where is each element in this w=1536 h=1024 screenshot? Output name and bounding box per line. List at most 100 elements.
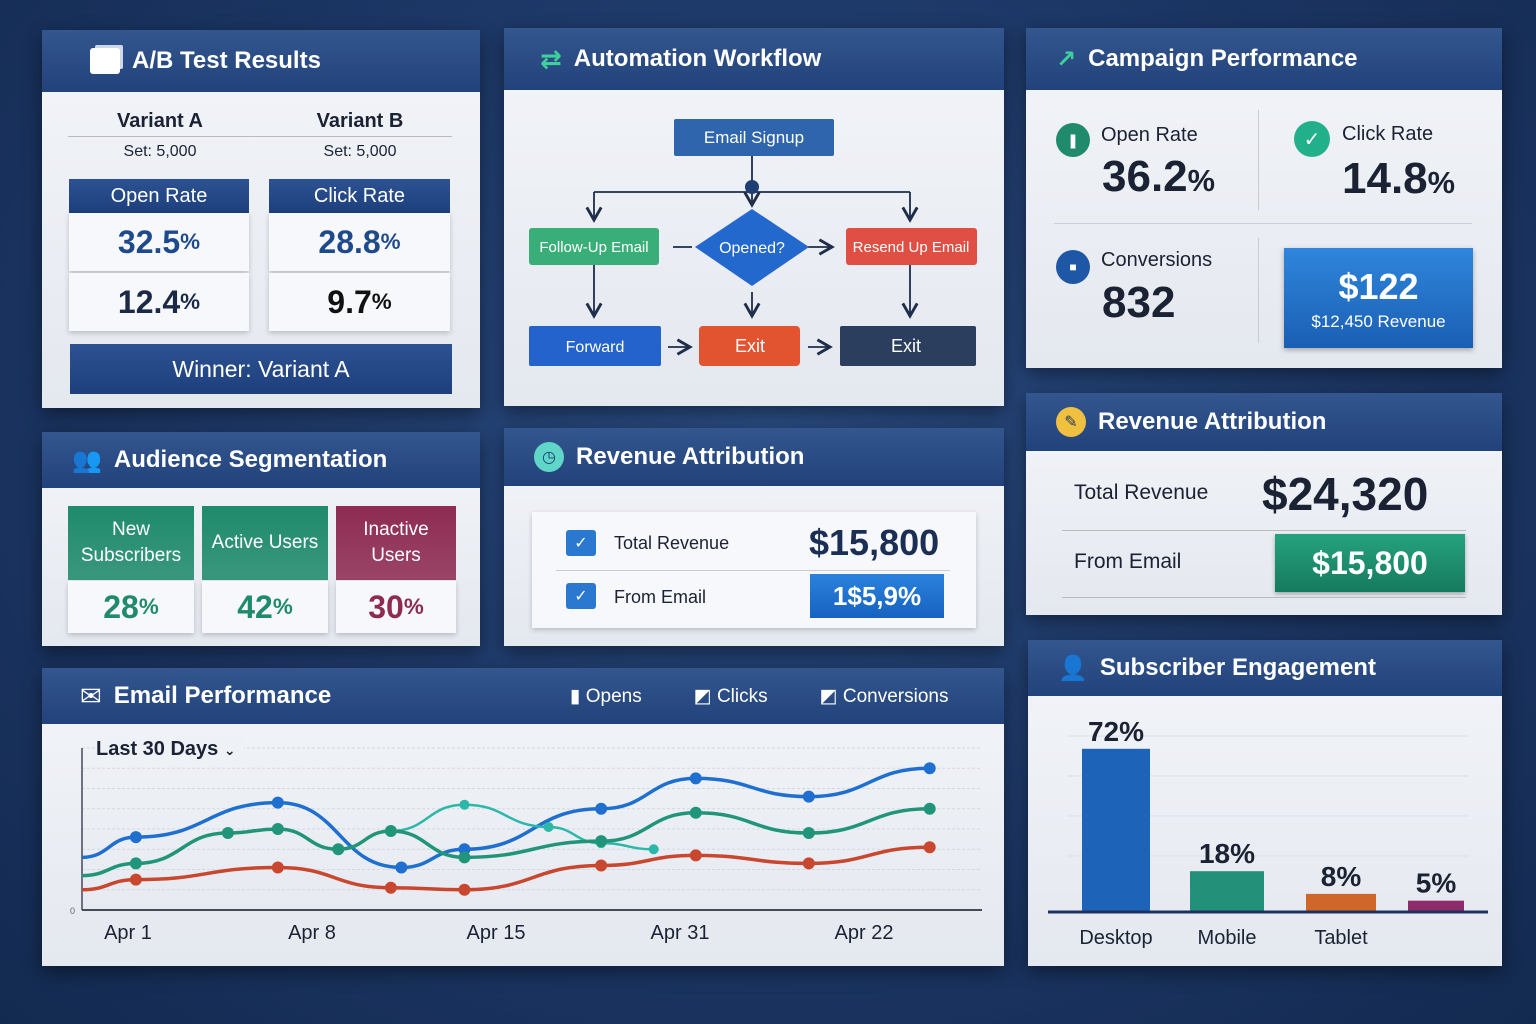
node-follow-up-email[interactable] bbox=[529, 228, 659, 265]
data-point[interactable] bbox=[802, 827, 815, 840]
segment-label[interactable]: Inactive Users bbox=[336, 506, 456, 580]
panel-title: Automation Workflow bbox=[573, 45, 822, 72]
x-tick-label: Apr 22 bbox=[835, 922, 894, 944]
revenue-card: $122 $12,450 Revenue bbox=[1284, 248, 1473, 348]
data-point[interactable] bbox=[129, 831, 142, 844]
data-point[interactable] bbox=[458, 883, 471, 896]
bar[interactable] bbox=[1082, 748, 1150, 912]
data-point[interactable] bbox=[384, 825, 397, 838]
x-tick-label: Apr 1 bbox=[104, 922, 152, 944]
data-point[interactable] bbox=[271, 796, 284, 809]
data-point[interactable] bbox=[221, 827, 234, 840]
bar-value-label: 8% bbox=[1321, 861, 1362, 892]
date-range-dropdown[interactable]: Last 30 Days ⌄ bbox=[96, 738, 244, 761]
segment-value: 28% bbox=[68, 581, 194, 633]
variant-a-row2: 12.4% bbox=[69, 273, 249, 331]
data-point[interactable] bbox=[923, 762, 936, 775]
node-email-signup[interactable] bbox=[674, 119, 834, 156]
data-point[interactable] bbox=[271, 861, 284, 874]
category-label: Desktop bbox=[1079, 927, 1152, 949]
variant-a-set: Set: 5,000 bbox=[123, 143, 197, 160]
users-icon: 👥 bbox=[72, 446, 102, 474]
data-point[interactable] bbox=[689, 806, 702, 819]
legend-opens[interactable]: ▮ Opens bbox=[570, 685, 642, 707]
ab-test-panel: A/B Test Results Variant A Variant B Set… bbox=[42, 30, 480, 408]
node-forward[interactable] bbox=[529, 326, 661, 366]
data-point[interactable] bbox=[395, 861, 408, 874]
cards-icon bbox=[90, 48, 120, 74]
bar-value-label: 72% bbox=[1088, 716, 1144, 747]
workflow-diagram: Email Signup Follow-Up Email Opened? Res… bbox=[529, 119, 977, 366]
data-point[interactable] bbox=[802, 790, 815, 803]
divider bbox=[1062, 530, 1466, 531]
data-point[interactable] bbox=[129, 873, 142, 886]
open-rate-label: Open Rate bbox=[1101, 124, 1198, 146]
node-label: Exit bbox=[891, 336, 921, 356]
checkbox-total[interactable]: ✓ bbox=[566, 530, 596, 556]
from-email-value: 1$5,9% bbox=[810, 574, 944, 618]
node-exit-final[interactable] bbox=[840, 326, 976, 366]
checkbox-email[interactable]: ✓ bbox=[566, 583, 596, 609]
x-tick-label: Apr 8 bbox=[288, 922, 336, 944]
check-icon: ✓ bbox=[1294, 121, 1330, 157]
variant-a-label: Variant A bbox=[117, 110, 203, 132]
divider bbox=[1062, 597, 1466, 598]
series-line bbox=[81, 766, 930, 870]
data-point[interactable] bbox=[332, 843, 345, 856]
open-rate-icon: ❚ bbox=[1056, 123, 1090, 157]
series-line bbox=[390, 803, 654, 851]
engagement-header: 👤 Subscriber Engagement bbox=[1028, 640, 1502, 696]
data-point[interactable] bbox=[543, 821, 554, 832]
node-label: Resend Up Email bbox=[853, 239, 970, 256]
panel-title: Campaign Performance bbox=[1088, 45, 1358, 72]
user-device-icon: 👤 bbox=[1058, 654, 1088, 682]
node-resend-email[interactable] bbox=[846, 228, 977, 265]
node-label: Opened? bbox=[719, 240, 785, 257]
chart-legend: ▮ Opens ◩ Clicks ◩ Conversions bbox=[570, 668, 948, 724]
conversions-value: 832 bbox=[1102, 278, 1176, 327]
data-point[interactable] bbox=[459, 799, 470, 810]
data-point[interactable] bbox=[458, 851, 471, 864]
data-point[interactable] bbox=[648, 844, 659, 855]
workflow-panel: ⇄ Automation Workflow Email Signup Follo… bbox=[504, 28, 1004, 406]
data-point[interactable] bbox=[595, 802, 608, 815]
data-point[interactable] bbox=[595, 835, 608, 848]
click-rate-label: Click Rate bbox=[1342, 123, 1434, 145]
bar[interactable] bbox=[1190, 871, 1264, 912]
data-point[interactable] bbox=[129, 857, 142, 870]
legend-conversions[interactable]: ◩ Conversions bbox=[819, 685, 949, 707]
x-tick-label: Apr 15 bbox=[467, 922, 526, 944]
bar[interactable] bbox=[1408, 900, 1464, 912]
total-revenue-label: Total Revenue bbox=[1074, 481, 1209, 504]
divider bbox=[556, 570, 950, 571]
data-point[interactable] bbox=[271, 823, 284, 835]
divider bbox=[1054, 223, 1472, 224]
node-decision-opened[interactable] bbox=[695, 209, 809, 286]
segment-label[interactable]: Active Users bbox=[202, 506, 328, 580]
divider bbox=[1258, 238, 1259, 343]
data-point[interactable] bbox=[595, 859, 608, 872]
data-point[interactable] bbox=[689, 772, 702, 785]
conversions-label: Conversions bbox=[1101, 249, 1213, 271]
email-performance-panel: ✉ Email Performance ▮ Opens ◩ Clicks ◩ C… bbox=[42, 668, 1004, 966]
segment-label[interactable]: New Subscribers bbox=[68, 506, 194, 580]
campaign-panel: ↗ Campaign Performance ❚ Open Rate 36.2%… bbox=[1026, 28, 1502, 368]
data-point[interactable] bbox=[384, 881, 397, 894]
data-point[interactable] bbox=[802, 857, 815, 870]
bar-value-label: 5% bbox=[1416, 868, 1457, 899]
campaign-header: ↗ Campaign Performance bbox=[1026, 28, 1502, 90]
email-performance-header: ✉ Email Performance ▮ Opens ◩ Clicks ◩ C… bbox=[42, 668, 1004, 724]
data-point[interactable] bbox=[923, 841, 936, 854]
node-label: Exit bbox=[735, 336, 765, 356]
data-point[interactable] bbox=[923, 802, 936, 815]
node-exit[interactable] bbox=[699, 326, 800, 366]
open-rate-header: Open Rate bbox=[69, 179, 249, 213]
click-rate-header: Click Rate bbox=[269, 179, 450, 213]
bar[interactable] bbox=[1306, 893, 1376, 912]
data-point[interactable] bbox=[689, 849, 702, 862]
trend-arrow-icon: ↗ bbox=[1056, 45, 1077, 73]
legend-clicks[interactable]: ◩ Clicks bbox=[693, 685, 768, 707]
gauge-icon: ✎ bbox=[1056, 407, 1086, 437]
series-line bbox=[81, 807, 930, 878]
category-label: Tablet bbox=[1314, 927, 1368, 949]
